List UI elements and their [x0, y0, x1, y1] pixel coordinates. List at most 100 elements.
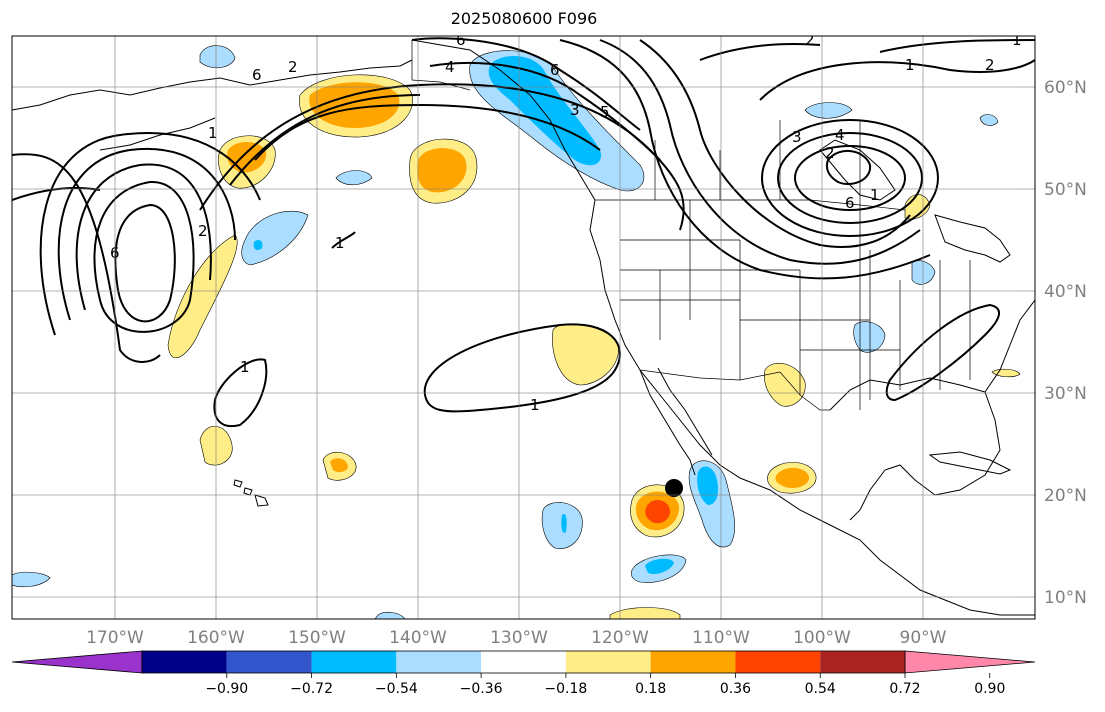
anomaly-shading	[12, 45, 1021, 619]
coastline-alaska	[12, 59, 413, 111]
contour-label: 1	[1012, 31, 1022, 49]
shade-negative-strong	[253, 240, 263, 250]
contour-line	[331, 231, 356, 249]
coastline-north-america	[411, 39, 1035, 616]
shade-positive-strong	[309, 82, 400, 128]
lat-label: 60°N	[1044, 78, 1087, 98]
colorbar-tick-label: 0.54	[805, 681, 836, 697]
contour-line	[699, 42, 821, 61]
grid-lines	[12, 36, 1035, 619]
lat-label: 50°N	[1044, 180, 1087, 200]
borders	[411, 40, 971, 411]
contour-label: 2	[985, 56, 995, 74]
contour-line	[229, 94, 421, 186]
shade-negative	[199, 45, 236, 69]
lat-label: 10°N	[1044, 588, 1087, 608]
lat-label: 40°N	[1044, 282, 1087, 302]
colorbar-tick-label: −0.36	[460, 681, 503, 697]
contour-line	[213, 358, 268, 428]
shade-negative-strong	[561, 513, 567, 533]
contour-label: 1	[905, 56, 915, 74]
colorbar-segment	[142, 651, 227, 673]
contour-line	[75, 163, 212, 311]
colorbar-segment	[226, 651, 312, 673]
map-area: 6 4 6 3 5 6 2 1 2 2 1 3 4 6 2 1 1 6 2 1 …	[12, 31, 1035, 619]
border-canada-provinces	[654, 120, 861, 205]
coastline-great-lakes	[934, 214, 1011, 263]
contour-line	[825, 150, 872, 185]
colorbar-segment	[650, 651, 736, 673]
shade-negative-strong	[645, 558, 674, 574]
contour-label: 1	[870, 186, 880, 204]
contour-line	[429, 61, 661, 161]
contour-line	[761, 119, 939, 237]
contour-label: 6	[845, 194, 855, 212]
lon-label: 170°W	[86, 628, 144, 648]
colorbar-extend-low	[11, 650, 143, 674]
contour-line	[423, 323, 621, 413]
contour-line	[93, 180, 195, 333]
coastline-baja	[639, 369, 696, 476]
contour-line	[759, 59, 1035, 101]
contour-label: 5	[600, 103, 610, 121]
coastline-cuba	[928, 451, 1012, 475]
border-alaska-canada	[411, 40, 471, 91]
shade-positive-strong	[775, 467, 810, 488]
lon-label: 140°W	[389, 628, 447, 648]
shade-negative	[804, 102, 853, 119]
contour-line	[885, 303, 1000, 402]
shade-positive-very-strong	[645, 499, 671, 524]
map-title: 2025080600 F096	[450, 9, 598, 28]
height-contours	[12, 37, 1035, 428]
shade-positive-strong	[330, 458, 348, 473]
border-us-mexico	[639, 369, 830, 411]
contour-line	[559, 39, 931, 280]
colorbar-tick-label: 0.90	[974, 681, 1005, 697]
island-hawaii	[254, 494, 269, 507]
contour-line	[254, 103, 601, 161]
colorbar-segment	[481, 651, 566, 673]
colorbar-tick-label: −0.90	[205, 681, 248, 697]
contour-line	[12, 153, 161, 363]
shade-negative	[12, 571, 51, 588]
colorbar-tick-label: −0.18	[544, 681, 587, 697]
contour-line	[777, 132, 923, 224]
contour-label: 1	[335, 234, 345, 252]
shade-positive	[167, 234, 238, 359]
contour-label: 3	[570, 101, 580, 119]
shade-negative	[374, 611, 406, 619]
shade-negative-strong	[488, 55, 601, 166]
colorbar-tick-label: 0.72	[889, 681, 920, 697]
contour-line	[114, 203, 176, 323]
contour-label: 1	[530, 396, 540, 414]
shade-negative	[853, 321, 886, 353]
lat-label: 20°N	[1044, 486, 1087, 506]
colorbar-tick-label: −0.72	[290, 681, 333, 697]
contour-label: 3	[792, 128, 802, 146]
contour-label: 6	[456, 31, 466, 49]
contour-label: 1	[240, 358, 250, 376]
border-state	[620, 200, 971, 410]
shade-negative	[911, 260, 936, 285]
storm-position-dot	[665, 479, 683, 497]
colorbar-segment	[396, 651, 482, 673]
contour-line	[639, 39, 911, 248]
lon-label: 150°W	[288, 628, 346, 648]
shade-negative	[979, 114, 999, 126]
coastline-baja-inner	[657, 367, 713, 456]
contour-line	[411, 37, 641, 131]
lon-label: 100°W	[793, 628, 851, 648]
lon-label: 120°W	[591, 628, 649, 648]
contour-label: 2	[288, 58, 298, 76]
coastline-gulf	[829, 377, 1001, 521]
contour-label: 6	[252, 66, 262, 84]
colorbar-tick-label: 0.18	[635, 681, 666, 697]
contour-label: 2	[805, 31, 815, 49]
shade-positive	[764, 362, 806, 407]
longitude-labels: 170°W 160°W 150°W 140°W 130°W 120°W 110°…	[86, 628, 947, 648]
colorbar-extend-high	[904, 650, 1036, 674]
contour-label: 4	[445, 58, 455, 76]
contour-line	[879, 39, 1035, 53]
lon-label: 90°W	[900, 628, 947, 648]
